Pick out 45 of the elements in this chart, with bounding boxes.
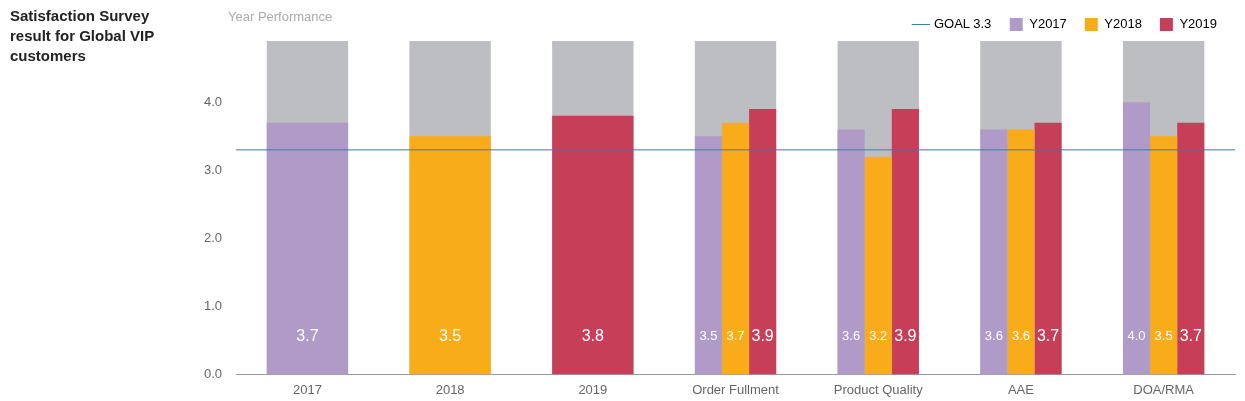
bar [1122, 102, 1151, 375]
data-label: 3.5 [1154, 327, 1173, 343]
bar [1007, 129, 1035, 375]
bar [721, 122, 750, 375]
data-label: 3.5 [699, 327, 718, 343]
legend-label: Y2019 [1179, 16, 1217, 32]
bar [980, 129, 1008, 375]
bar [1034, 122, 1062, 375]
data-label: 3.9 [751, 326, 774, 344]
data-label: 3.2 [869, 327, 888, 343]
legend-label: Y2018 [1104, 16, 1142, 32]
y-tick-label: 0.0 [203, 365, 223, 381]
x-tick-label: 2019 [578, 381, 608, 397]
data-label: 3.5 [439, 326, 462, 344]
x-tick-label: Product Quality [833, 381, 924, 397]
data-label: 3.6 [984, 327, 1003, 343]
data-label: 3.8 [581, 326, 605, 344]
legend-label: Y2017 [1029, 16, 1067, 32]
data-label: 3.9 [894, 326, 917, 344]
x-tick-label: 2018 [435, 381, 465, 397]
x-tick-label: AAE [1007, 381, 1035, 397]
x-tick-label: Order Fullment [692, 381, 780, 397]
legend-label: GOAL 3.3 [933, 16, 992, 32]
y-tick-label: 1.0 [203, 297, 223, 313]
data-label: 3.6 [842, 327, 861, 343]
data-label: 3.7 [296, 326, 319, 344]
y-tick-label: 2.0 [203, 229, 223, 245]
bar [694, 136, 722, 375]
data-label: 3.7 [1036, 326, 1060, 344]
data-label: 3.6 [1011, 327, 1030, 343]
bar [749, 109, 777, 375]
bar [1177, 122, 1205, 375]
data-label: 3.7 [726, 327, 745, 343]
x-tick-label: DOA/RMA [1133, 381, 1195, 397]
bar [864, 156, 892, 375]
bar [891, 109, 919, 375]
x-tick-label: 2017 [292, 381, 322, 397]
bar [837, 129, 865, 375]
bar [1150, 136, 1178, 375]
chart-subtitle: Year Performance [228, 9, 333, 24]
y-tick-label: 4.0 [203, 93, 223, 109]
data-label: 4.0 [1127, 327, 1146, 343]
y-tick-label: 3.0 [203, 161, 223, 177]
data-label: 3.7 [1179, 326, 1202, 344]
text: Satisfaction Survey result for Global VIP customers [10, 6, 155, 66]
